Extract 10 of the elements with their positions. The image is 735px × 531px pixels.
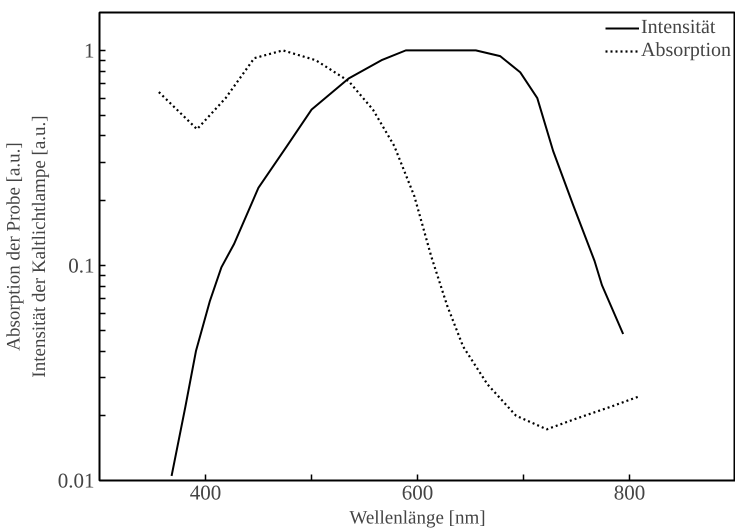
legend-label: Absorption [641,39,731,62]
x-tick-label: 400 [190,480,222,504]
y-axis-title: Absorption der Probe [a.u.] Intensität der Kaltlichtlampe [a.u.] [4,115,50,378]
y-tick-label: 0.1 [68,253,94,278]
y-tick-label: 0.01 [58,468,94,492]
x-tick-label: 600 [402,480,434,504]
x-axis-title: Wellenlänge [nm] [349,508,486,528]
y-tick-label: 1 [84,38,94,62]
x-tick-label: 800 [614,480,646,504]
legend-label: Intensität [641,16,716,39]
